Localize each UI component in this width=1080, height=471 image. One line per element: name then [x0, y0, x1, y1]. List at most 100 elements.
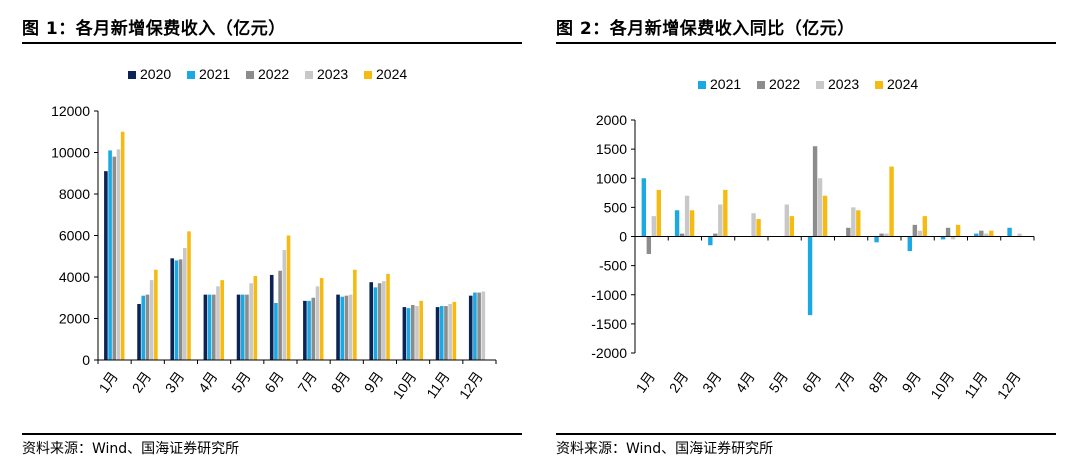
bar-2020-8: [336, 294, 340, 360]
figure-1-source: 资料来源：Wind、国海证券研究所: [22, 441, 240, 457]
legend-swatch-2023: [816, 81, 824, 89]
bar-2023-3: [183, 247, 187, 360]
bar-2021-12: [473, 292, 477, 360]
bar-2023-2: [149, 280, 154, 360]
bar-2021-3: [174, 260, 179, 360]
legend-swatch-2024: [875, 81, 883, 89]
bar-2022-10: [410, 305, 415, 360]
x-category-label: 10月: [389, 369, 419, 402]
y-tick-label: -1500: [591, 316, 627, 332]
bar-2020-10: [402, 307, 407, 360]
bar-2023-9: [917, 230, 923, 237]
bar-2023-10: [415, 306, 419, 360]
x-category-label: 4月: [195, 369, 221, 396]
bar-2023-10: [950, 236, 956, 240]
figure-1-panel: 图 1：各月新增保费收入（亿元） 2020 2021 2022 2023 2024 0 20…: [22, 0, 542, 471]
bar-2022-9: [377, 283, 382, 360]
bar-2024-7: [319, 278, 324, 360]
bar-2021-6: [807, 236, 813, 316]
y-tick-label: -1000: [591, 287, 627, 303]
bar-2024-2: [154, 269, 158, 360]
bar-2020-2: [137, 303, 141, 360]
x-category-label: 5月: [765, 369, 791, 396]
bar-2023-5: [784, 204, 790, 237]
bar-2022-7: [846, 227, 851, 237]
bar-2023-5: [249, 283, 253, 360]
figure-1-bottom-rule: [22, 433, 522, 435]
bar-2024-8: [353, 269, 357, 360]
figure-2-bottom-rule: [556, 433, 1056, 435]
y-tick-label: 4000: [59, 269, 90, 285]
figure-1-bar-chart: 2020 2021 2022 2023 2024 0 2000 4000 6000 8000 100…: [51, 66, 497, 402]
bar-2020-4: [203, 294, 208, 360]
bar-2024-11: [989, 230, 994, 237]
legend-swatch-2021: [698, 81, 706, 89]
x-category-label: 3月: [699, 369, 725, 396]
bar-2024-1: [120, 131, 125, 360]
x-category-label: 11月: [961, 369, 990, 402]
bar-2022-5: [245, 294, 249, 360]
bar-2023-1: [651, 216, 657, 237]
bar-2022-2: [679, 233, 685, 237]
bar-2021-10: [406, 308, 411, 360]
bar-2022-11: [979, 230, 984, 237]
y-tick-label: 1500: [596, 141, 627, 157]
bar-2023-12: [481, 291, 486, 360]
bar-2024-5: [253, 275, 258, 360]
bar-2023-4: [216, 286, 220, 360]
y-tick-label: 8000: [59, 186, 90, 202]
bar-2022-6: [812, 146, 818, 237]
bar-2021-12: [1007, 227, 1012, 237]
figure-2-panel: 图 2：各月新增保费收入同比（亿元） 2021 2022 2023 2024 -2000…: [556, 0, 1076, 471]
legend-label-2020: 2020: [140, 66, 171, 82]
legend-swatch-2020: [128, 71, 136, 79]
bar-2022-1: [646, 236, 652, 254]
legend-label-2021: 2021: [199, 66, 230, 82]
bar-2022-12: [477, 292, 481, 360]
bar-2021-6: [274, 302, 278, 360]
x-category-label: 1月: [632, 369, 658, 396]
bar-2023-7: [851, 207, 856, 237]
bar-2023-6: [282, 250, 287, 360]
bar-2020-12: [468, 295, 473, 360]
bar-2023-9: [382, 281, 386, 360]
bar-2021-11: [439, 306, 444, 360]
legend-swatch-2021: [187, 71, 195, 79]
figure-1-title: 图 1：各月新增保费收入（亿元）: [22, 19, 286, 39]
bar-2020-7: [303, 300, 307, 360]
bar-2024-5: [789, 216, 795, 237]
y-tick-label: 0: [619, 229, 627, 245]
bar-2022-9: [912, 224, 918, 237]
bar-2021-2: [674, 210, 680, 237]
x-category-label: 1月: [95, 369, 121, 396]
legend-label-2021: 2021: [710, 76, 741, 92]
y-tick-label: 500: [604, 199, 628, 215]
bar-2023-7: [315, 286, 320, 360]
x-category-label: 6月: [799, 369, 825, 396]
bar-2022-11: [444, 306, 448, 360]
legend-label-2022: 2022: [769, 76, 800, 92]
bar-2024-10: [419, 300, 423, 360]
bar-2023-11: [448, 303, 452, 360]
bar-2021-4: [207, 294, 212, 360]
x-category-label: 8月: [865, 369, 891, 396]
bar-2024-4: [220, 280, 224, 360]
x-category-label: 10月: [927, 369, 957, 402]
legend-label-2023: 2023: [317, 66, 348, 82]
bar-2021-7: [307, 300, 311, 360]
bar-2024-2: [689, 210, 695, 237]
bar-2021-1: [108, 150, 112, 360]
figure-2-title: 图 2：各月新增保费收入同比（亿元）: [556, 19, 855, 39]
legend-swatch-2022: [246, 71, 254, 79]
bar-2024-1: [656, 189, 662, 237]
bar-2021-2: [141, 295, 146, 360]
x-category-label: 12月: [994, 369, 1024, 402]
bar-2023-4: [751, 213, 756, 237]
bar-2024-8: [889, 166, 894, 237]
y-tick-label: 10000: [51, 145, 90, 161]
bar-2024-10: [955, 224, 961, 237]
bar-2022-6: [278, 270, 282, 360]
bar-2022-2: [145, 294, 150, 360]
y-tick-label: 2000: [596, 112, 627, 128]
x-category-label: 2月: [666, 369, 692, 396]
